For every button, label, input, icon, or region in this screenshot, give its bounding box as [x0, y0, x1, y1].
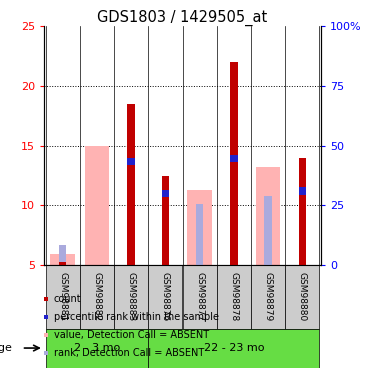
Text: GSM98882: GSM98882	[92, 272, 101, 321]
Bar	[148, 265, 182, 328]
Bar	[182, 265, 217, 328]
Bar	[46, 265, 80, 328]
Title: GDS1803 / 1429505_at: GDS1803 / 1429505_at	[97, 10, 268, 26]
Text: GSM98880: GSM98880	[298, 272, 307, 321]
Bar	[285, 265, 319, 328]
Text: GSM98881: GSM98881	[58, 272, 67, 321]
Text: GSM98876: GSM98876	[161, 272, 170, 321]
Text: age: age	[0, 343, 12, 353]
Bar	[148, 328, 319, 368]
Bar	[59, 245, 66, 265]
Bar	[251, 265, 285, 328]
Text: count: count	[54, 294, 81, 304]
Bar	[299, 188, 306, 195]
Text: percentile rank within the sample: percentile rank within the sample	[54, 312, 219, 322]
Bar	[299, 158, 306, 265]
Bar	[187, 190, 212, 265]
Bar	[256, 167, 280, 265]
Text: value, Detection Call = ABSENT: value, Detection Call = ABSENT	[54, 330, 209, 340]
Bar	[127, 104, 135, 265]
Bar	[162, 176, 169, 265]
Bar	[50, 254, 75, 265]
Bar	[127, 158, 135, 165]
Bar	[46, 328, 148, 368]
Bar	[230, 155, 238, 162]
Text: 2 - 3 mo: 2 - 3 mo	[74, 343, 120, 353]
Bar	[230, 62, 238, 265]
Text: GSM98883: GSM98883	[127, 272, 136, 321]
Text: rank, Detection Call = ABSENT: rank, Detection Call = ABSENT	[54, 348, 204, 358]
Text: GSM98878: GSM98878	[229, 272, 238, 321]
Bar	[196, 204, 203, 265]
Bar	[80, 265, 114, 328]
Bar	[264, 196, 272, 265]
Text: GSM98877: GSM98877	[195, 272, 204, 321]
Text: 22 - 23 mo: 22 - 23 mo	[204, 343, 264, 353]
Text: GSM98879: GSM98879	[264, 272, 273, 321]
Bar	[162, 190, 169, 197]
Bar	[85, 146, 109, 265]
Bar	[217, 265, 251, 328]
Bar	[59, 261, 66, 265]
Bar	[114, 265, 148, 328]
